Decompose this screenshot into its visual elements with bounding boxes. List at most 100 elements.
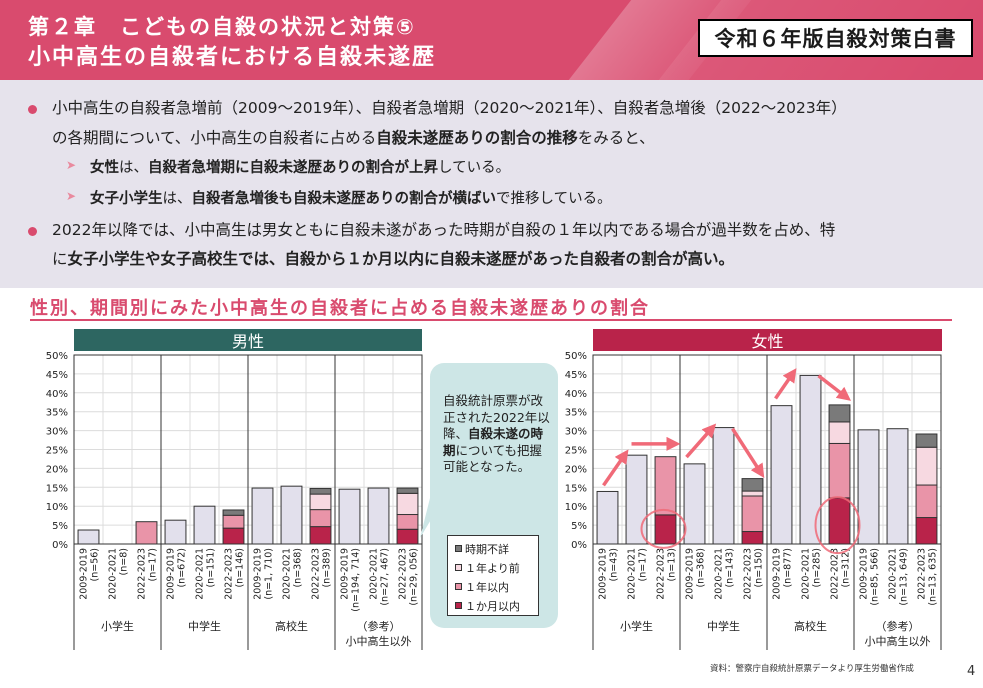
x-tick-period: 2022-2023 [830, 548, 841, 600]
bar-segment-1年以内 [309, 509, 332, 528]
bar-segment-1か月以内 [396, 528, 419, 545]
emphasis: 自殺未遂の時期 [443, 426, 544, 458]
bar-total [596, 490, 619, 545]
x-tick-n: (n=43) [609, 548, 620, 581]
male-chart-header: 男性 [74, 329, 422, 351]
x-tick-period: 2020-2021 [195, 548, 206, 600]
section-title: 性別、期間別にみた小中高生の自殺者に占める自殺未遂歴ありの割合 [30, 298, 650, 319]
callout-text: 自殺統計原票が改正された2022年以降、自殺未遂の時期についても把握可能となった… [443, 393, 553, 476]
summary-bullet-1-line-1: 小中高生の自殺者急増前（2009～2019年）、自殺者急増期（2020～2021… [52, 99, 847, 117]
emphasis: 自殺者急増後も自殺未遂歴ありの割合が横ばい [191, 191, 497, 207]
y-tick-label: 45% [565, 370, 587, 381]
section-divider [30, 319, 952, 321]
y-tick-label: 5% [571, 521, 587, 532]
group-label: 高校生 [794, 619, 827, 633]
x-tick-period: 2009-2019 [598, 548, 609, 600]
callout-tail [420, 498, 432, 538]
legend-item-within-1-month: １か月以内 [455, 596, 538, 615]
x-tick-period: 2022-2023 [917, 548, 928, 600]
arrow-bullet-icon: ➤ [66, 158, 77, 172]
x-tick-n: (n=368) [696, 548, 707, 588]
x-tick-n: (n=389) [322, 548, 333, 588]
x-tick-n: (n=13, 649) [899, 548, 910, 606]
legend-item-within-1-year: １年以内 [455, 577, 538, 596]
y-tick-label: 35% [46, 408, 68, 419]
y-tick-label: 40% [46, 389, 68, 400]
x-tick-period: 2009-2019 [340, 548, 351, 600]
summary-bullet-1-line-2: の各期間について、小中高生の自殺者に占める自殺未遂歴ありの割合の推移をみると、 [52, 126, 655, 148]
y-tick-label: 15% [565, 483, 587, 494]
trend-arrow [685, 423, 717, 459]
bar-total [77, 529, 100, 545]
x-tick-n: (n=672) [177, 548, 188, 588]
bar-segment-1か月以内 [828, 497, 851, 545]
x-tick-period: 2020-2021 [888, 548, 899, 600]
bar-segment-1年より前 [915, 446, 938, 486]
bar-segment-時期不詳 [915, 433, 938, 448]
male-chart: 0% 5% 10% 15% 20% 25% 30% 35% 40% 45% 50% 2009-2019… [46, 351, 423, 650]
x-tick-n: (n=285) [812, 548, 823, 588]
y-tick-label: 5% [52, 521, 68, 532]
bar-total [193, 505, 216, 545]
text: をみると、 [577, 129, 655, 147]
bar-total [799, 374, 822, 545]
x-tick-n: (n=56) [90, 548, 101, 581]
x-tick-period: 2020-2021 [282, 548, 293, 600]
bar-total [770, 405, 793, 545]
summary-sub-bullet-1: 女性は、自殺者急増期に自殺未遂歴ありの割合が上昇している。 [90, 156, 510, 177]
female-chart: 0% 5% 10% 15% 20% 25% 30% 35% 40% 45% 50% 2009-2019… [565, 351, 942, 650]
bar-total [683, 463, 706, 545]
text: は、 [119, 160, 148, 176]
y-tick-label: 15% [46, 483, 68, 494]
text: 自殺統計原票が改正された2022年以降、 [443, 393, 550, 441]
bar-segment-時期不詳 [309, 487, 332, 495]
legend-swatch [455, 564, 462, 571]
x-tick-n: (n=150) [754, 548, 765, 588]
x-tick-period: 2009-2019 [79, 548, 90, 600]
x-tick-n: (n=151) [206, 548, 217, 588]
trend-arrow [731, 427, 765, 479]
x-tick-n: (n=17) [638, 548, 649, 581]
legend-label: １年以内 [465, 580, 509, 594]
y-tick-label: 40% [565, 389, 587, 400]
group-label: （参考） [357, 619, 401, 633]
bar-total [857, 429, 880, 545]
chapter-title: 第２章 こどもの自殺の状況と対策⑤ [28, 15, 416, 39]
bar-segment-1か月以内 [309, 526, 332, 545]
text: は、 [162, 191, 192, 207]
x-tick-period: 2009-2019 [166, 548, 177, 600]
x-tick-period: 2022-2023 [398, 548, 409, 600]
group-label: 中学生 [707, 619, 740, 633]
summary-bullet-2-line-1: 2022年以降では、小中高生は男女ともに自殺未遂があった時期が自殺の１年以内であ… [52, 221, 836, 239]
summary-bullet-2-line-2: に女子小学生や女子高校生では、自殺から１か月以内に自殺未遂歴があった自殺者の割合… [52, 247, 734, 269]
group-label: 小中高生以外 [865, 634, 931, 648]
group-label: 小中高生以外 [346, 634, 412, 648]
x-tick-period: 2020-2021 [627, 548, 638, 600]
legend-swatch [455, 545, 462, 552]
x-tick-n: (n=368) [293, 548, 304, 588]
x-tick-n: (n=13) [667, 548, 678, 581]
trend-arrow [817, 374, 852, 401]
legend-item-over-1-year: １年より前 [455, 558, 538, 577]
x-tick-n: (n=13, 635) [928, 548, 939, 606]
bar-total [712, 427, 735, 545]
x-tick-n: (n=29, 056) [409, 548, 420, 606]
group-label: 高校生 [275, 619, 308, 633]
bar-segment-1年より前 [741, 490, 764, 497]
group-label: 小学生 [620, 619, 653, 633]
x-tick-period: 2009-2019 [859, 548, 870, 600]
legend-swatch [455, 583, 462, 590]
y-tick-label: 10% [46, 502, 68, 513]
bar-segment-1年以内 [396, 514, 419, 530]
bar-segment-1年以内 [135, 521, 158, 545]
legend-swatch [455, 602, 462, 609]
legend-label: １か月以内 [465, 599, 520, 613]
y-tick-label: 45% [46, 370, 68, 381]
legend-label: 時期不詳 [465, 542, 509, 556]
bar-segment-時期不詳 [396, 487, 419, 494]
x-tick-period: 2022-2023 [743, 548, 754, 600]
x-tick-n: (n=146) [235, 548, 246, 588]
bullet-dot-icon [28, 105, 37, 114]
text: に [52, 250, 68, 268]
emphasis: 女子小学生 [90, 191, 163, 207]
